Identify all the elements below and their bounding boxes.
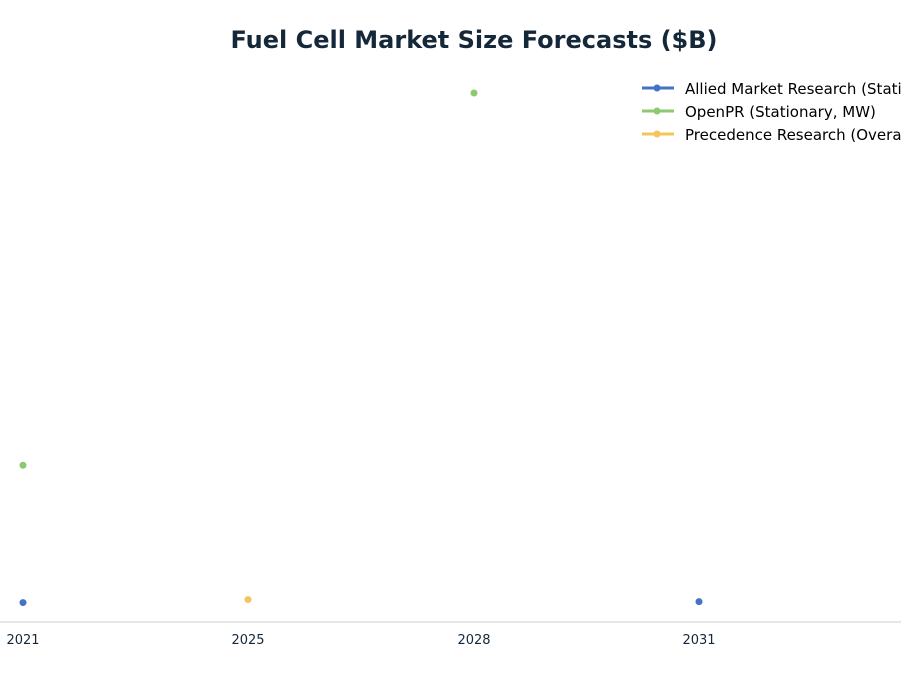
x-tick-label-2028: 2028	[457, 633, 490, 648]
x-tick-label-2031: 2031	[682, 633, 715, 648]
x-axis-ticks: 2021 2025 2028 2031	[6, 633, 715, 648]
legend-marker-2	[653, 130, 661, 138]
point-series1-2021	[19, 461, 27, 469]
x-tick-label-2021: 2021	[6, 633, 39, 648]
x-tick-label-2025: 2025	[231, 633, 264, 648]
data-points	[19, 89, 703, 607]
point-series0-2031	[695, 598, 703, 606]
legend-label-2: Precedence Research (Overall)	[685, 126, 901, 144]
point-series2-2025	[244, 596, 252, 604]
point-series0-2021	[19, 599, 27, 607]
point-series1-2028	[470, 89, 478, 97]
legend-label-1: OpenPR (Stationary, MW)	[685, 103, 876, 121]
legend-marker-0	[653, 84, 661, 92]
legend: Allied Market Research (Stationary) OpenP…	[642, 80, 901, 144]
legend-marker-1	[653, 107, 661, 115]
chart-title: Fuel Cell Market Size Forecasts ($B)	[230, 26, 718, 54]
legend-label-0: Allied Market Research (Stationary)	[685, 80, 901, 98]
